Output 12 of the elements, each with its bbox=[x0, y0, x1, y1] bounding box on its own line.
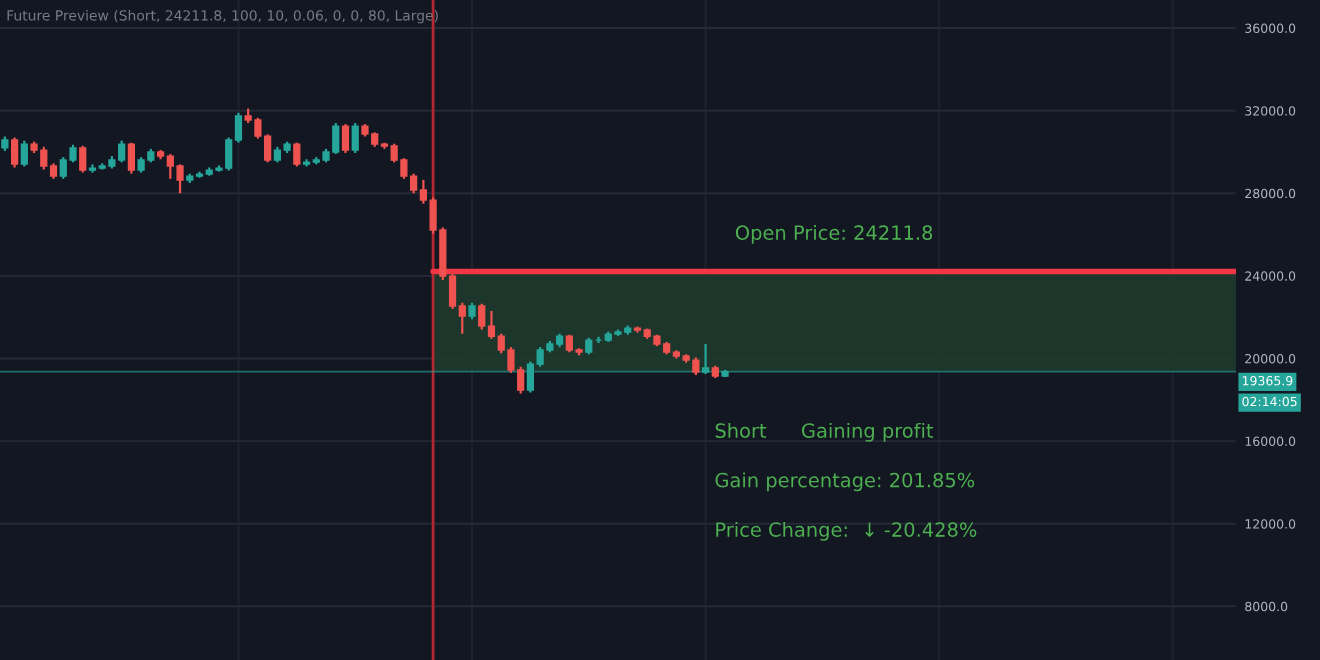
ref-line-label: Open Price: 24211.8 bbox=[735, 224, 933, 244]
candlestick bbox=[127, 141, 136, 175]
annotation: Price Change: ↓ -20.428% bbox=[716, 521, 977, 541]
annotation: Gaining profit bbox=[802, 422, 934, 442]
candlestick bbox=[351, 121, 359, 155]
candlestick bbox=[341, 123, 350, 155]
candlestick bbox=[20, 139, 28, 168]
candlestick bbox=[79, 144, 87, 174]
candlestick bbox=[701, 342, 710, 376]
annotation: Gain percentage: 201.85% bbox=[715, 472, 975, 492]
candlestick bbox=[10, 136, 19, 169]
annotation: Short bbox=[715, 422, 767, 438]
